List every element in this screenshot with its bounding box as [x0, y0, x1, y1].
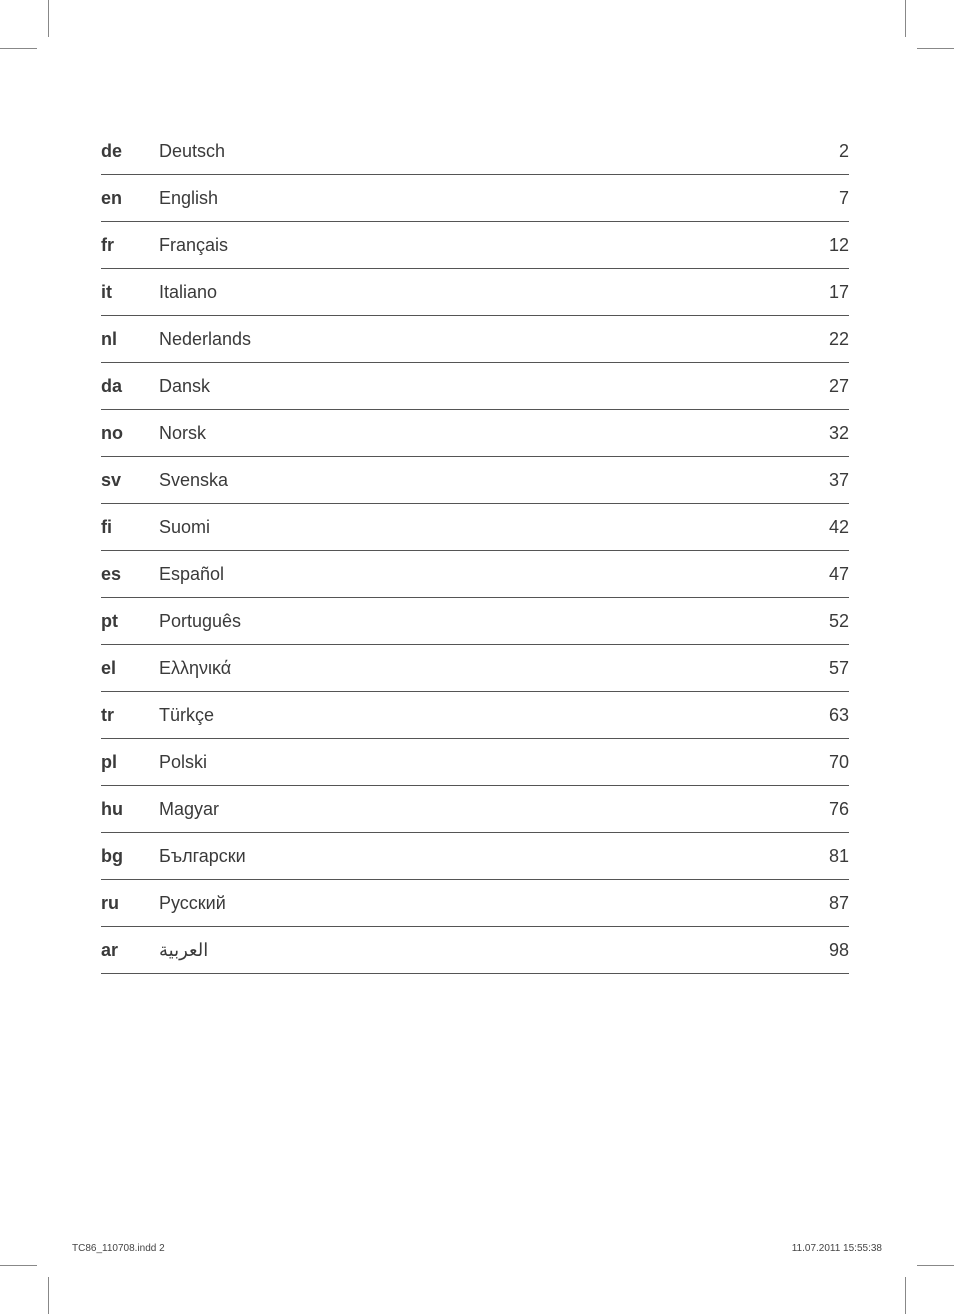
crop-mark	[917, 1265, 954, 1266]
language-code: sv	[101, 457, 159, 504]
language-name: Suomi	[159, 504, 789, 551]
table-row: ptPortuguês52	[101, 598, 849, 645]
table-row: deDeutsch2	[101, 128, 849, 175]
language-page-number: 12	[789, 222, 849, 269]
language-code: pt	[101, 598, 159, 645]
footer-datetime: 11.07.2011 15:55:38	[792, 1243, 882, 1254]
language-code: nl	[101, 316, 159, 363]
language-page-number: 98	[789, 927, 849, 974]
language-code: it	[101, 269, 159, 316]
table-row: noNorsk32	[101, 410, 849, 457]
footer-filename: TC86_110708.indd 2	[72, 1243, 165, 1254]
language-name: Dansk	[159, 363, 789, 410]
language-page-number: 63	[789, 692, 849, 739]
language-code: ru	[101, 880, 159, 927]
page-content: deDeutsch2enEnglish7frFrançais12itItalia…	[101, 128, 849, 974]
table-row: ruРусский87	[101, 880, 849, 927]
language-code: fi	[101, 504, 159, 551]
language-page-number: 7	[789, 175, 849, 222]
language-page-number: 27	[789, 363, 849, 410]
language-code: ar	[101, 927, 159, 974]
language-name: English	[159, 175, 789, 222]
language-page-number: 52	[789, 598, 849, 645]
language-name: Norsk	[159, 410, 789, 457]
language-name: Български	[159, 833, 789, 880]
language-code: en	[101, 175, 159, 222]
table-row: plPolski70	[101, 739, 849, 786]
crop-mark	[0, 1265, 37, 1266]
table-row: frFrançais12	[101, 222, 849, 269]
crop-mark	[917, 48, 954, 49]
language-code: da	[101, 363, 159, 410]
page-footer: TC86_110708.indd 2 11.07.2011 15:55:38	[72, 1243, 882, 1254]
language-name: Magyar	[159, 786, 789, 833]
language-page-number: 47	[789, 551, 849, 598]
crop-mark	[48, 1277, 49, 1314]
language-toc-table: deDeutsch2enEnglish7frFrançais12itItalia…	[101, 128, 849, 974]
language-code: el	[101, 645, 159, 692]
table-row: nlNederlands22	[101, 316, 849, 363]
crop-mark	[48, 0, 49, 37]
language-page-number: 22	[789, 316, 849, 363]
language-page-number: 87	[789, 880, 849, 927]
language-page-number: 2	[789, 128, 849, 175]
language-page-number: 42	[789, 504, 849, 551]
table-row: daDansk27	[101, 363, 849, 410]
language-name: Italiano	[159, 269, 789, 316]
language-page-number: 81	[789, 833, 849, 880]
table-row: esEspañol47	[101, 551, 849, 598]
language-code: bg	[101, 833, 159, 880]
language-code: de	[101, 128, 159, 175]
table-row: fiSuomi42	[101, 504, 849, 551]
language-name: العربية	[159, 927, 789, 974]
table-row: elΕλληνικά57	[101, 645, 849, 692]
table-row: enEnglish7	[101, 175, 849, 222]
language-name: Nederlands	[159, 316, 789, 363]
crop-mark	[0, 48, 37, 49]
language-name: Svenska	[159, 457, 789, 504]
language-page-number: 32	[789, 410, 849, 457]
language-code: tr	[101, 692, 159, 739]
language-name: Español	[159, 551, 789, 598]
language-name: Türkçe	[159, 692, 789, 739]
language-code: fr	[101, 222, 159, 269]
table-row: itItaliano17	[101, 269, 849, 316]
language-name: Русский	[159, 880, 789, 927]
language-page-number: 76	[789, 786, 849, 833]
language-name: Ελληνικά	[159, 645, 789, 692]
language-code: es	[101, 551, 159, 598]
table-row: arالعربية98	[101, 927, 849, 974]
language-name: Português	[159, 598, 789, 645]
language-page-number: 37	[789, 457, 849, 504]
language-code: hu	[101, 786, 159, 833]
table-row: svSvenska37	[101, 457, 849, 504]
language-name: Polski	[159, 739, 789, 786]
language-page-number: 17	[789, 269, 849, 316]
table-row: bgБългарски81	[101, 833, 849, 880]
table-row: huMagyar76	[101, 786, 849, 833]
language-name: Deutsch	[159, 128, 789, 175]
crop-mark	[905, 1277, 906, 1314]
language-code: no	[101, 410, 159, 457]
language-name: Français	[159, 222, 789, 269]
crop-mark	[905, 0, 906, 37]
language-code: pl	[101, 739, 159, 786]
language-page-number: 70	[789, 739, 849, 786]
language-page-number: 57	[789, 645, 849, 692]
table-row: trTürkçe63	[101, 692, 849, 739]
